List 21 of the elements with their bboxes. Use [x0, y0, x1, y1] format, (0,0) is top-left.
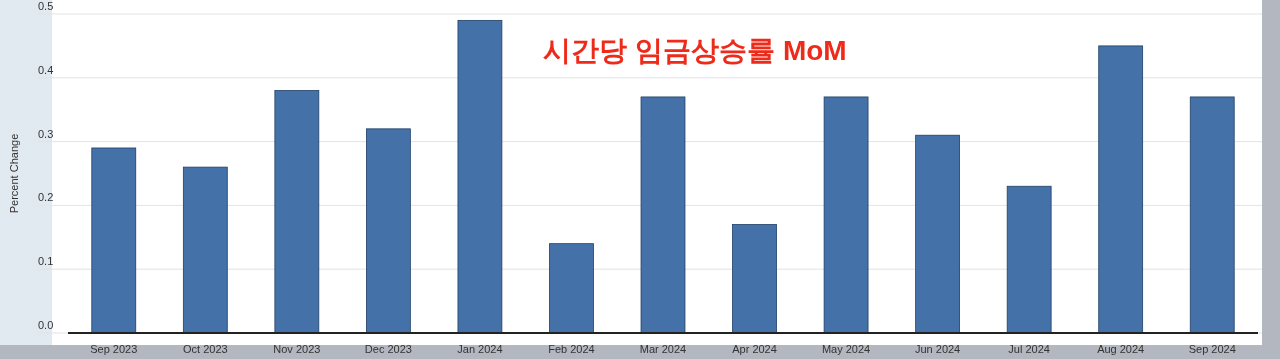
y-tick-label: 0.5 [38, 0, 54, 12]
y-axis-title: Percent Change [8, 133, 20, 214]
text: 시간당 임금상승률 MoM [543, 35, 847, 66]
x-tick-label: Feb 2024 [548, 343, 595, 355]
y-tick-label: 0.0 [38, 319, 54, 331]
x-tick-label: Oct 2023 [182, 343, 228, 355]
x-tick-label: Jan 2024 [457, 343, 503, 355]
y-tick-label: 0.3 [38, 127, 54, 140]
x-tick-label: Nov 2023 [273, 343, 321, 355]
y-tick-label: 0.4 [38, 63, 54, 76]
x-tick-label: Mar 2024 [639, 343, 687, 355]
x-tick-label: Aug 2024 [1097, 343, 1145, 355]
x-tick-label: Sep 2024 [1188, 343, 1236, 355]
y-tick-label: 0.1 [38, 255, 54, 268]
x-tick-label: Apr 2024 [732, 343, 777, 355]
x-tick-label: Jun 2024 [914, 343, 961, 355]
y-tick-label: 0.2 [38, 191, 54, 204]
x-tick-label: Dec 2023 [364, 343, 412, 355]
x-tick-label: Sep 2023 [90, 343, 138, 355]
x-tick-label: Jul 2024 [1008, 343, 1050, 355]
x-tick-label: May 2024 [821, 343, 871, 355]
